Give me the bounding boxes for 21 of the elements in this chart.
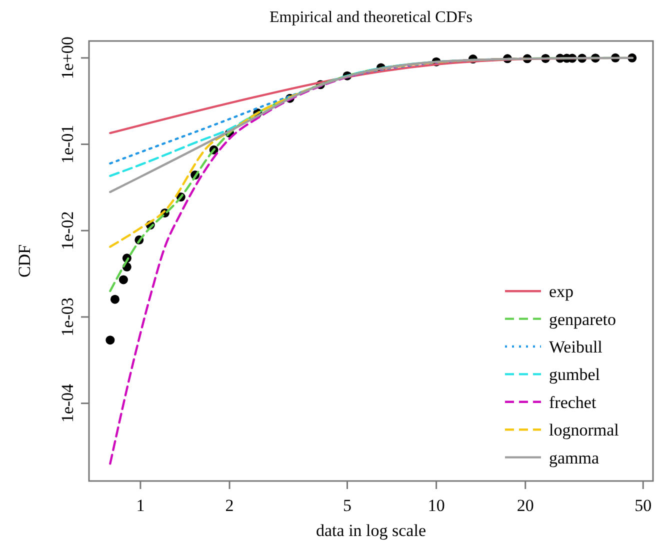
y-tick-label: 1e-04: [58, 383, 77, 423]
y-tick-label: 1e-02: [58, 211, 77, 250]
legend-label: exp: [549, 282, 574, 302]
y-tick-label: 1e+00: [58, 36, 77, 80]
legend-label: genpareto: [549, 310, 616, 329]
legend-label: gumbel: [549, 365, 600, 384]
x-tick-label: 2: [225, 496, 234, 515]
chart-title: Empirical and theoretical CDFs: [269, 9, 473, 26]
x-axis-title: data in log scale: [316, 521, 426, 540]
legend-label: Weibull: [549, 338, 603, 356]
y-axis-title: CDF: [15, 244, 34, 278]
x-tick-label: 50: [634, 496, 652, 515]
legend-label: frechet: [549, 392, 596, 412]
x-tick-label: 5: [343, 496, 352, 515]
y-tick-label: 1e-01: [58, 124, 77, 164]
x-tick-label: 20: [516, 496, 534, 515]
x-tick-label: 10: [428, 496, 445, 515]
legend-label: gamma: [549, 448, 600, 468]
x-tick-label: 1: [136, 496, 145, 515]
legend-label: lognormal: [549, 420, 620, 440]
y-tick-label: 1e-03: [58, 298, 77, 336]
